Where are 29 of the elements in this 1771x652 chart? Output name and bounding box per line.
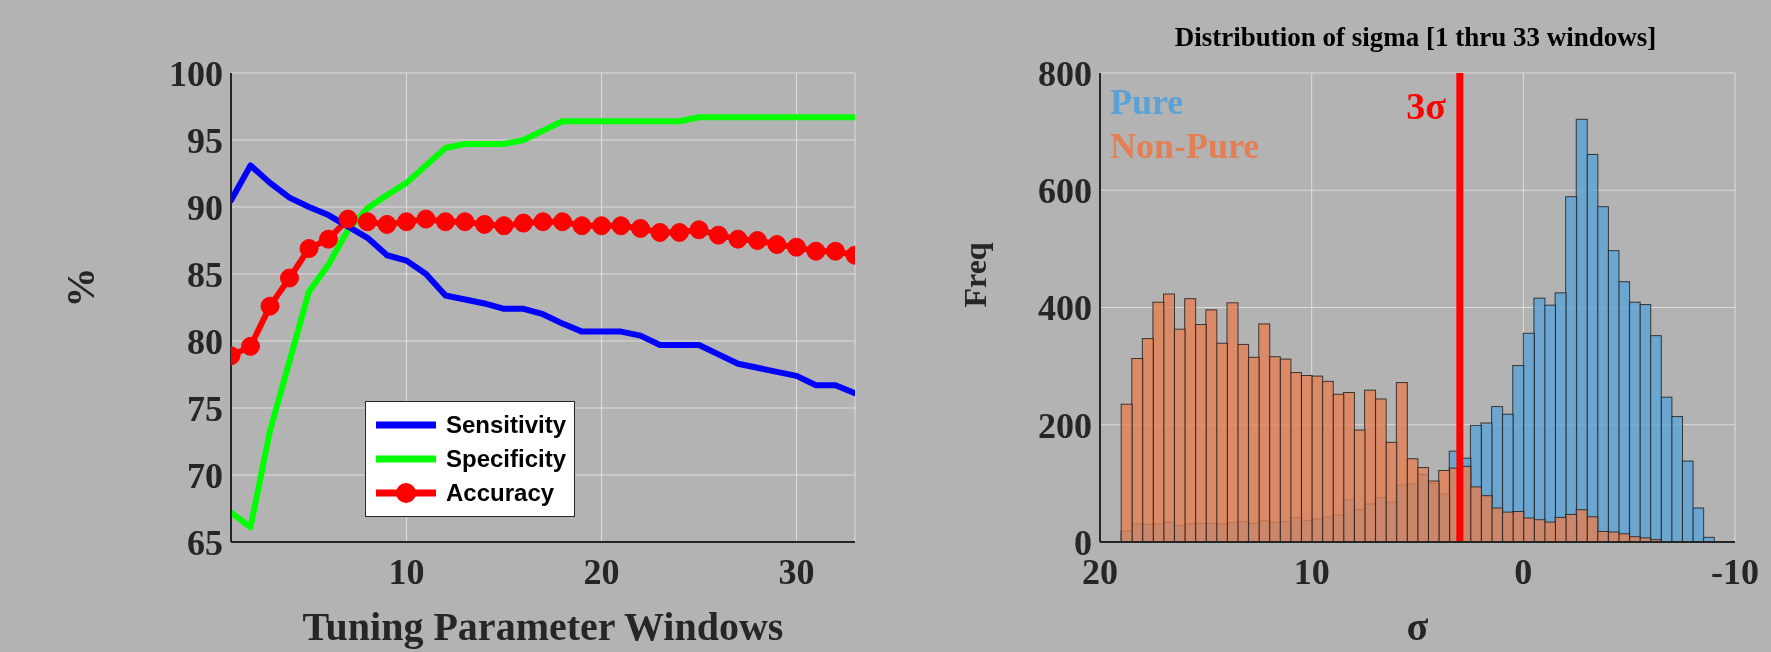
- y-tick-label: 95: [187, 120, 223, 161]
- x-tick-label: 0: [1514, 551, 1533, 592]
- y-tick-label: 65: [187, 522, 223, 563]
- x-tick-label: 30: [778, 551, 815, 592]
- y-tick-label: 80: [187, 321, 223, 362]
- x-tick-label: 10: [388, 551, 425, 592]
- x-axis-title: Tuning Parameter Windows: [302, 604, 784, 649]
- y-tick-label: 70: [187, 455, 223, 496]
- x-tick-label: 10: [1293, 551, 1330, 592]
- y-tick-label: 800: [1038, 53, 1092, 94]
- chart-title: Distribution of sigma [1 thru 33 windows]: [1173, 22, 1658, 53]
- y-tick-label: 400: [1038, 288, 1092, 329]
- legend-label: Sensitivity: [446, 411, 567, 439]
- text: Non-Pure: [1110, 125, 1260, 168]
- y-tick-label: 100: [169, 53, 223, 94]
- legend-label: Accuracy: [446, 479, 555, 507]
- y-tick-label: 85: [187, 254, 223, 295]
- text: Pure: [1110, 81, 1185, 124]
- y-axis-title: Freq: [957, 242, 994, 308]
- y-tick-label: 600: [1038, 171, 1092, 212]
- x-axis-title: σ: [1406, 604, 1429, 649]
- y-tick-label: 200: [1038, 405, 1092, 446]
- y-axis-title: %: [58, 267, 104, 308]
- ref-line-label: 3σ: [1406, 85, 1447, 127]
- x-tick-label: -10: [1711, 551, 1759, 592]
- y-tick-label: 75: [187, 388, 223, 429]
- y-tick-label: 90: [187, 187, 223, 228]
- x-tick-label: 20: [583, 551, 620, 592]
- legend-label: Specificity: [446, 445, 567, 473]
